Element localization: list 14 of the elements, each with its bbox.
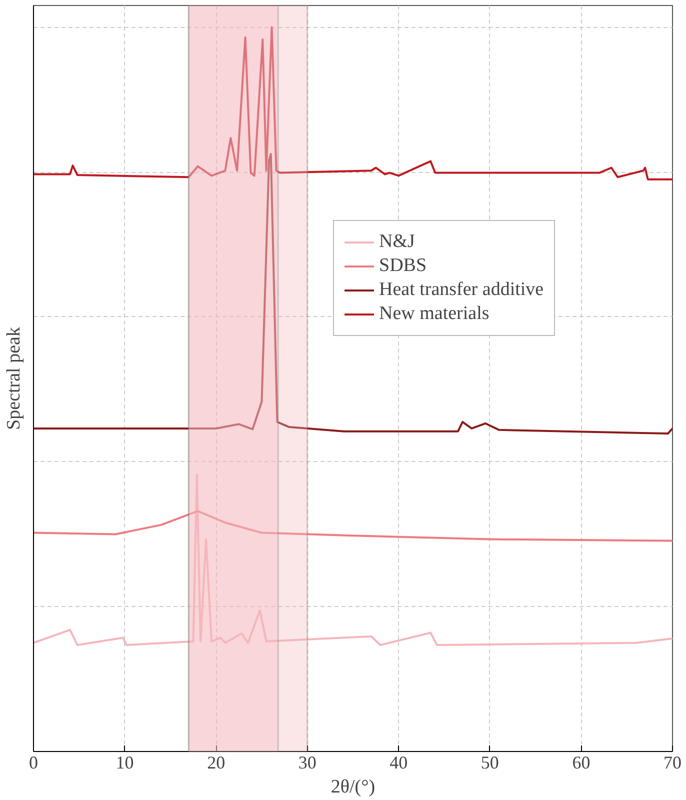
x-tick-label: 60 [572,752,590,772]
legend-label: SDBS [379,255,427,277]
x-tick-label: 40 [390,752,408,772]
x-tick-label: 20 [207,752,226,772]
legend-label: N&J [379,231,415,253]
x-tick-label: 70 [664,752,682,772]
x-tick-label: 0 [29,752,38,772]
x-tick-label: 10 [116,752,134,772]
x-tick-label: 50 [480,752,499,772]
y-axis-title: Spectral peak [4,326,24,430]
legend-label: Heat transfer additive [379,279,544,301]
x-axis-title: 2θ/(°) [330,776,376,798]
legend-label: New materials [379,303,490,325]
x-tick-label: 30 [298,752,316,772]
